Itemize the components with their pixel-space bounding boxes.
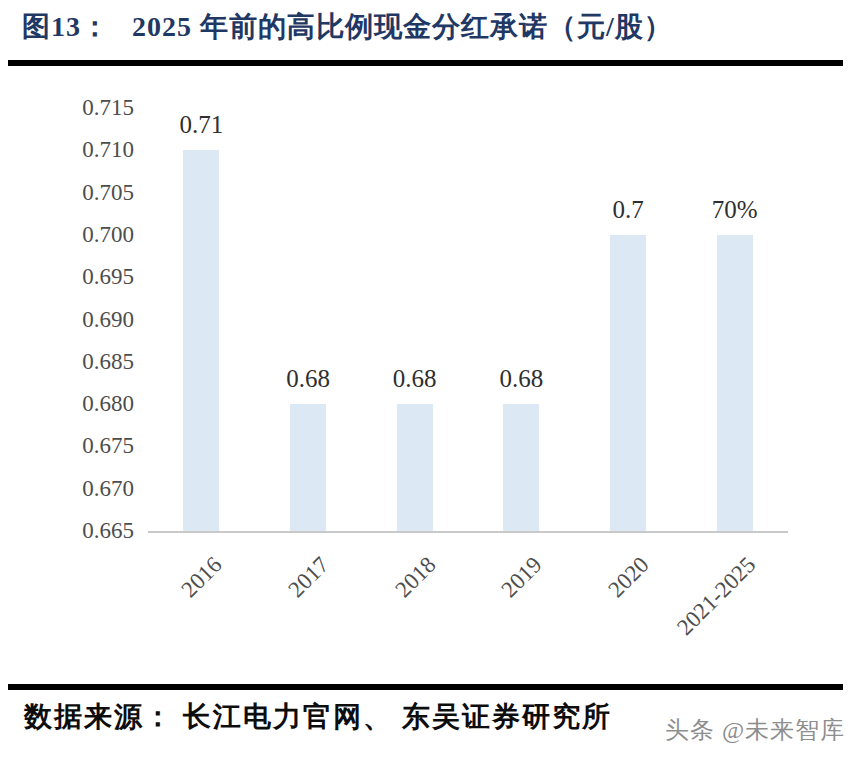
bar-chart: 0.7150.7100.7050.7000.6950.6900.6850.680… <box>0 70 849 670</box>
bottom-divider-rule <box>8 684 843 690</box>
x-axis-category-label: 2018 <box>390 552 441 603</box>
x-axis-category-label: 2021-2025 <box>672 552 761 641</box>
figure-title: 图13： 2025 年前的高比例现金分红承诺（元/股） <box>22 8 832 46</box>
x-axis-category-label: 2016 <box>177 552 228 603</box>
y-axis-tick-label: 0.705 <box>28 179 134 207</box>
x-axis-category-label: 2017 <box>283 552 334 603</box>
data-source-note: 数据来源： 长江电力官网、 东吴证券研究所 <box>24 698 612 736</box>
y-axis-tick-label: 0.670 <box>28 475 134 503</box>
y-axis-tick-label: 0.695 <box>28 263 134 291</box>
x-axis-category-label: 2019 <box>497 552 548 603</box>
bar-2018 <box>397 404 433 531</box>
y-axis-tick-label: 0.715 <box>28 94 134 122</box>
x-axis-line <box>148 531 788 533</box>
y-axis-tick-label: 0.665 <box>28 517 134 545</box>
bar-2020 <box>610 235 646 531</box>
y-axis-tick-label: 0.710 <box>28 136 134 164</box>
watermark-toutiao: 头条 @未来智库 <box>665 714 845 746</box>
bar-value-label: 0.71 <box>131 110 271 140</box>
top-divider-rule <box>8 60 843 66</box>
bar-2017 <box>290 404 326 531</box>
report-figure-page: 图13：2025 年前的高比例现金分红承诺（元/股） 0.7150.7100.7… <box>0 0 849 758</box>
bar-value-label: 70% <box>665 195 805 225</box>
y-axis-tick-label: 0.675 <box>28 432 134 460</box>
x-axis-category-label: 2020 <box>603 552 654 603</box>
figure-number: 图13： <box>22 11 110 42</box>
y-axis-tick-label: 0.700 <box>28 221 134 249</box>
y-axis-tick-label: 0.690 <box>28 306 134 334</box>
y-axis-tick-label: 0.685 <box>28 348 134 376</box>
figure-title-text: 2025 年前的高比例现金分红承诺（元/股） <box>132 11 673 42</box>
bar-2019 <box>503 404 539 531</box>
bar-value-label: 0.68 <box>451 364 591 394</box>
bar-2016 <box>183 150 219 531</box>
bar-2021-2025 <box>717 235 753 531</box>
y-axis-tick-label: 0.680 <box>28 390 134 418</box>
